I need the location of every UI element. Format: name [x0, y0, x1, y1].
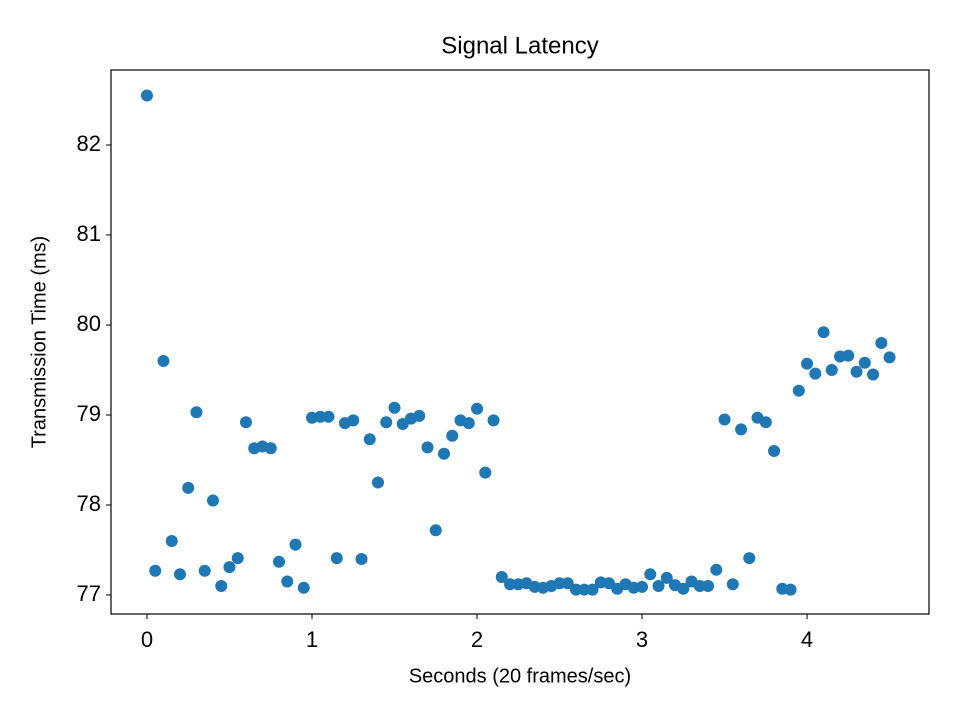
x-tick-label: 4: [801, 627, 813, 652]
y-tick-label: 81: [77, 221, 101, 246]
point: [462, 417, 475, 430]
point: [380, 416, 393, 429]
point: [413, 409, 426, 422]
point: [842, 349, 855, 362]
point: [867, 368, 880, 381]
point: [735, 423, 748, 436]
point: [702, 580, 715, 593]
point: [660, 571, 673, 584]
point: [652, 580, 665, 593]
point: [198, 564, 211, 577]
point: [636, 580, 649, 593]
point: [726, 578, 739, 591]
x-tick-label: 1: [306, 627, 318, 652]
point: [165, 535, 178, 548]
point: [718, 413, 731, 426]
point: [693, 580, 706, 593]
point: [586, 583, 599, 596]
point: [759, 416, 772, 429]
y-tick-label: 82: [77, 131, 101, 156]
point: [801, 357, 814, 370]
point: [825, 363, 838, 376]
point: [817, 326, 830, 339]
point: [471, 402, 484, 415]
point: [223, 561, 236, 574]
y-tick-label: 78: [77, 491, 101, 516]
point: [149, 564, 162, 577]
point: [314, 410, 327, 423]
point: [784, 583, 797, 596]
y-tick-label: 77: [77, 581, 101, 606]
point: [768, 444, 781, 457]
x-tick-label: 0: [141, 627, 153, 652]
point: [347, 414, 360, 427]
point: [421, 441, 434, 454]
y-tick-label: 79: [77, 401, 101, 426]
point: [239, 416, 252, 429]
point: [157, 354, 170, 367]
point: [792, 384, 805, 397]
point: [875, 336, 888, 349]
point: [743, 552, 756, 565]
point: [140, 89, 153, 102]
point: [289, 538, 302, 551]
point: [504, 578, 517, 591]
y-axis-label: Transmission Time (ms): [28, 236, 50, 449]
chart-title: Signal Latency: [441, 32, 598, 59]
point: [850, 365, 863, 378]
point: [322, 410, 335, 423]
point: [281, 575, 294, 588]
y-tick-label: 80: [77, 311, 101, 336]
point: [487, 414, 500, 427]
point: [355, 553, 368, 566]
point: [429, 524, 442, 537]
point: [570, 583, 583, 596]
point: [677, 582, 690, 595]
point: [330, 552, 343, 565]
plot-frame: [110, 69, 930, 615]
point: [446, 429, 459, 442]
point: [182, 481, 195, 494]
point: [272, 555, 285, 568]
point: [578, 583, 591, 596]
point: [858, 356, 871, 369]
point: [206, 494, 219, 507]
point: [297, 581, 310, 594]
point: [479, 466, 492, 479]
point: [710, 563, 723, 576]
point: [363, 433, 376, 446]
point: [809, 367, 822, 380]
point: [644, 568, 657, 581]
point: [438, 447, 451, 460]
x-tick-label: 2: [471, 627, 483, 652]
point: [173, 568, 186, 581]
point: [883, 351, 896, 364]
x-tick-label: 3: [636, 627, 648, 652]
point: [553, 577, 566, 590]
point: [495, 571, 508, 584]
x-axis-label: Seconds (20 frames/sec): [409, 665, 631, 687]
point: [215, 580, 228, 593]
point: [561, 577, 574, 590]
point: [264, 442, 277, 455]
point: [388, 401, 401, 414]
point: [190, 406, 203, 419]
point: [231, 552, 244, 565]
point: [372, 476, 385, 489]
